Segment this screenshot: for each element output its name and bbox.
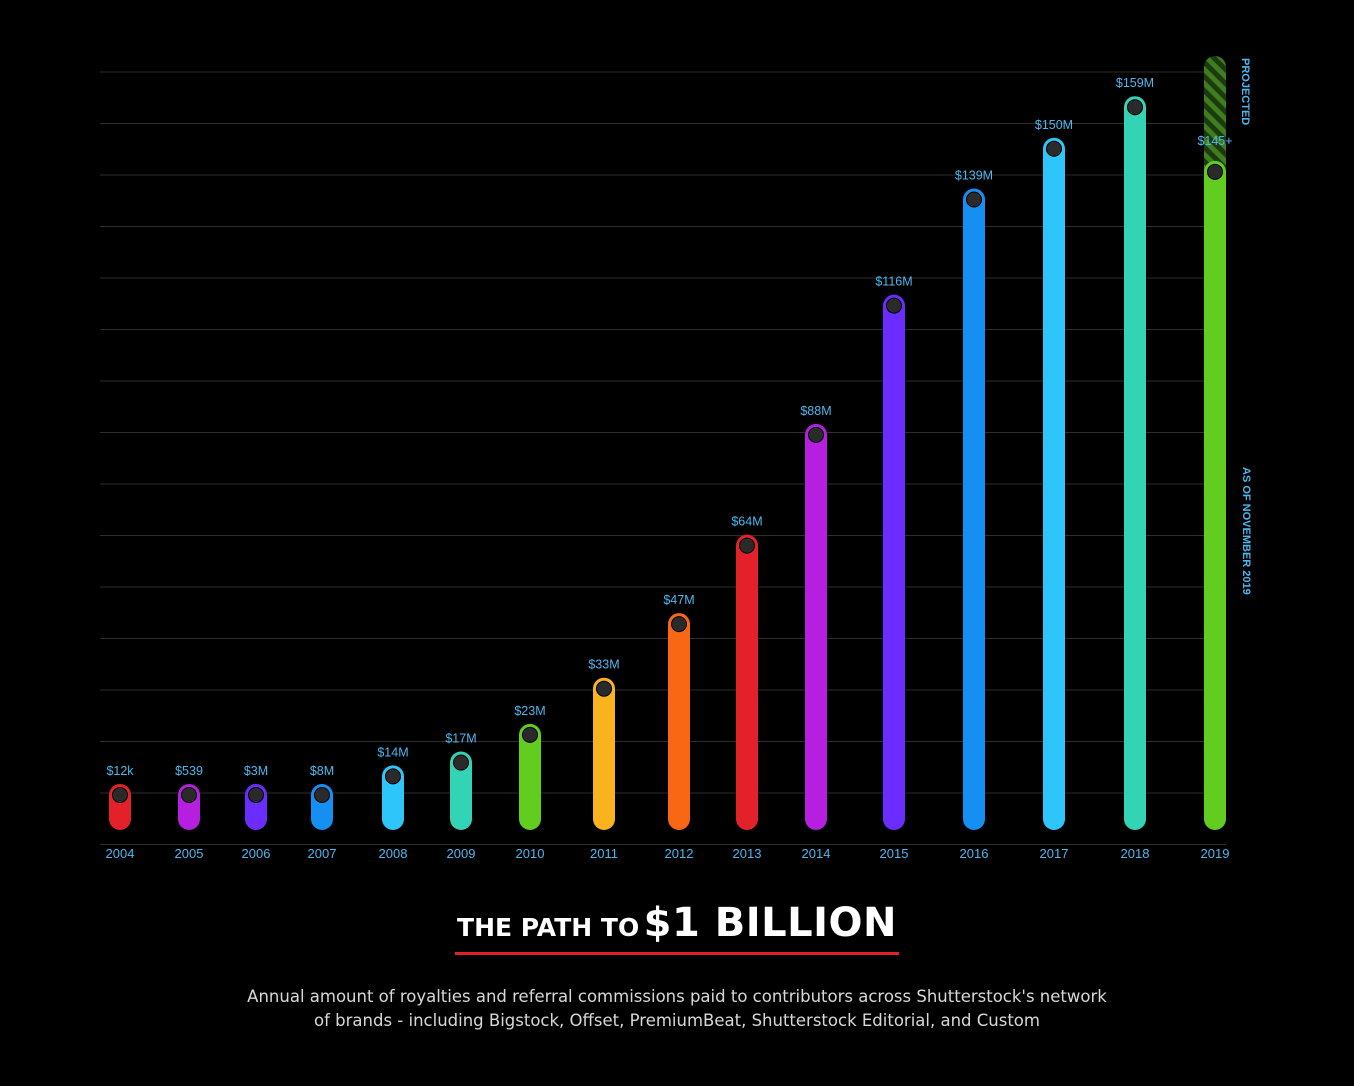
bar-2009 bbox=[450, 751, 472, 830]
x-tick-label: 2012 bbox=[665, 846, 694, 861]
subtitle-line-2: of brands - including Bigstock, Offset, … bbox=[314, 1011, 1040, 1030]
value-label: $17M bbox=[445, 732, 476, 746]
bar-marker-dot bbox=[1046, 140, 1062, 157]
value-label: $159M bbox=[1116, 76, 1154, 90]
value-label: $14M bbox=[377, 745, 408, 759]
value-label: $539 bbox=[175, 764, 203, 778]
value-label: $33M bbox=[588, 658, 619, 672]
value-label: $64M bbox=[731, 515, 762, 529]
bar-2012 bbox=[668, 613, 690, 830]
title-underline: THE PATH TO $1 BILLION bbox=[455, 900, 899, 955]
bar-marker-dot bbox=[385, 768, 401, 785]
bar-2019 bbox=[1204, 160, 1226, 830]
title-prefix: THE PATH TO bbox=[457, 913, 640, 942]
value-label: $8M bbox=[310, 764, 334, 778]
bar-marker-dot bbox=[1127, 99, 1143, 116]
x-tick-label: 2009 bbox=[447, 846, 476, 861]
bar-2011 bbox=[593, 677, 615, 830]
subtitle-line-1: Annual amount of royalties and referral … bbox=[247, 987, 1107, 1006]
x-tick-label: 2011 bbox=[590, 846, 618, 861]
bar-marker-dot bbox=[248, 787, 264, 803]
bar-2017 bbox=[1043, 137, 1065, 830]
bar-marker-dot bbox=[739, 537, 755, 554]
bar-marker-dot bbox=[522, 726, 538, 743]
bar-marker-dot bbox=[596, 680, 612, 697]
value-label: $116M bbox=[875, 275, 912, 289]
bar-marker-dot bbox=[314, 787, 330, 803]
x-tick-label: 2018 bbox=[1121, 846, 1150, 861]
bar-2018 bbox=[1124, 96, 1146, 831]
as-of-note: AS OF NOVEMBER 2019 bbox=[1240, 467, 1252, 595]
value-label: $145+ bbox=[1197, 134, 1232, 148]
x-tick-label: 2019 bbox=[1201, 846, 1230, 861]
value-label: $88M bbox=[800, 404, 831, 418]
chart-title: THE PATH TO $1 BILLION bbox=[0, 900, 1354, 955]
x-tick-label: 2015 bbox=[880, 846, 909, 861]
bar-marker-dot bbox=[966, 191, 982, 208]
bar-2015 bbox=[883, 294, 905, 830]
bar-marker-dot bbox=[671, 616, 687, 633]
bar-2013 bbox=[736, 534, 758, 830]
x-tick-label: 2010 bbox=[516, 846, 545, 861]
bar-marker-dot bbox=[181, 787, 197, 803]
projected-extension-bar bbox=[1204, 56, 1226, 181]
title-emphasis: $1 BILLION bbox=[643, 900, 897, 946]
value-label: $47M bbox=[663, 593, 694, 607]
value-label: $23M bbox=[514, 704, 545, 718]
value-label: $139M bbox=[955, 169, 993, 183]
bar-marker-dot bbox=[1207, 163, 1223, 180]
x-tick-label: 2013 bbox=[733, 846, 762, 861]
x-tick-label: 2007 bbox=[308, 846, 337, 861]
x-tick-label: 2016 bbox=[960, 846, 989, 861]
x-tick-label: 2006 bbox=[242, 846, 271, 861]
bar-marker-dot bbox=[453, 754, 469, 771]
bar-marker-dot bbox=[112, 787, 128, 803]
bar-2010 bbox=[519, 723, 541, 830]
bar-chart: $12k 2004 $539 2005 $3M 2006 $8M 2007 $14M 2008 $1… bbox=[100, 56, 1252, 861]
bar-marker-dot bbox=[886, 297, 902, 314]
value-label: $12k bbox=[106, 764, 134, 778]
bar-2016 bbox=[963, 188, 985, 830]
projected-label: PROJECTED bbox=[1239, 58, 1251, 125]
chart-subtitle: Annual amount of royalties and referral … bbox=[0, 985, 1354, 1033]
x-tick-label: 2014 bbox=[802, 846, 831, 861]
chart-area: $12k 2004 $539 2005 $3M 2006 $8M 2007 $14M 2008 $1… bbox=[100, 56, 1252, 861]
bar-marker-dot bbox=[808, 426, 824, 443]
x-tick-label: 2004 bbox=[106, 846, 135, 861]
x-tick-label: 2008 bbox=[379, 846, 408, 861]
bar-2014 bbox=[805, 423, 827, 830]
value-label: $150M bbox=[1035, 118, 1073, 132]
x-tick-label: 2017 bbox=[1040, 846, 1069, 861]
value-label: $3M bbox=[244, 764, 268, 778]
x-tick-label: 2005 bbox=[175, 846, 204, 861]
